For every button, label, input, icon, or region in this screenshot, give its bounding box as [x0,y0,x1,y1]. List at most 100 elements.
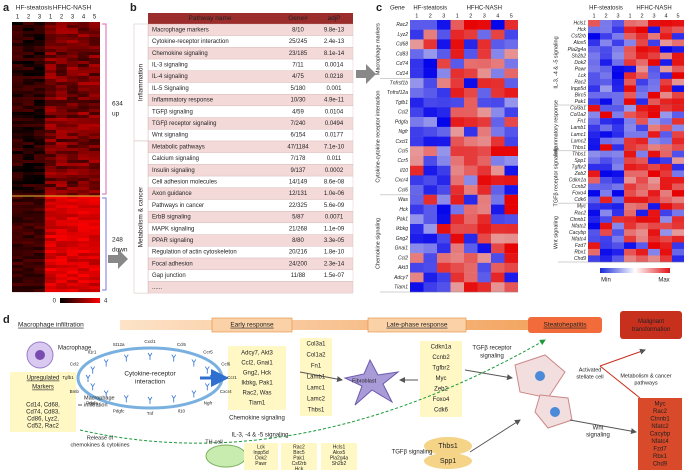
table-cell: 0.0002 [325,168,344,174]
heatmap-cell [34,169,45,173]
heatmap-cell [78,109,89,113]
receptor [90,366,96,374]
table-cell: 10/30 [290,98,306,104]
heatmap-cell [67,160,78,164]
gene-label: Gng2 [396,236,408,242]
heatmap-cell [588,46,600,53]
gene-label: Dok2 [574,60,586,66]
heatmap-cell [588,150,600,158]
heatmap-cell [636,216,648,223]
heatmap-cell [23,184,34,188]
heatmap-cell [89,283,100,287]
gene-label: Alox5 [572,40,586,46]
heatmap-cell [12,76,23,80]
heatmap-cell [423,78,437,89]
gene-label: Hcls1 [573,21,586,27]
heatmap-cell [89,58,100,62]
heatmap-cell [23,49,34,53]
label: 4 [104,299,108,305]
heatmap-cell [23,178,34,182]
heatmap-cell [410,97,424,108]
heatmap-cell [23,187,34,191]
table-cell: 0.0071 [325,215,344,221]
heatmap-cell [636,176,648,184]
heatmap-cell [504,262,518,273]
heatmap-cell [464,243,478,254]
heatmap-cell [450,165,464,176]
heatmap-cell [34,136,45,140]
heatmap-cell [34,88,45,92]
heatmap-cell [45,169,56,173]
heatmap-cell [89,28,100,32]
heatmap-cell [612,72,624,80]
gene-label: Cxcr4 [220,389,232,394]
heatmap-cell [56,280,67,284]
section-label: Inflammation [138,64,145,102]
heatmap-cell [660,157,672,165]
heatmap-cell [89,262,100,266]
gene-label: Tnf [147,411,154,416]
heatmap-cell [12,217,23,221]
gene-label: Thbs1 [572,145,586,151]
heatmap-cell [504,97,518,108]
column-label: 2 [60,15,64,21]
heatmap-cell [23,163,34,167]
heatmap-cell [56,37,67,41]
heatmap-cell [78,205,89,209]
heatmap-cell [78,190,89,194]
gene-box [638,398,682,470]
table-cell: 0.0104 [325,109,344,115]
heatmap-cell [672,105,684,112]
heatmap-cell [78,61,89,65]
heatmap-cell [89,193,100,197]
heatmap-cell [504,175,518,186]
heatmap-cell [23,58,34,62]
heatmap-cell [78,283,89,287]
heatmap-cell [23,94,34,98]
heatmap-cell [464,224,478,234]
heatmap-cell [45,166,56,170]
heatmap-cell [78,220,89,224]
table-cell: 8/10 [292,27,304,33]
gene-label: Rac2 [574,79,586,85]
heatmap-cell [624,209,636,217]
heatmap-cell [450,253,464,264]
heatmap-cell [624,118,636,125]
heatmap-cell [648,222,660,230]
column-label: 2 [469,13,472,19]
heatmap-cell [12,139,23,143]
heatmap-cell [78,181,89,185]
heatmap-cell [34,85,45,89]
heatmap-cell [12,154,23,158]
heatmap-cell [477,126,491,137]
heatmap-cell [464,146,478,157]
heatmap-cell [45,112,56,116]
heatmap-cell [636,150,648,158]
gene-label: Akt3 [397,265,408,271]
heatmap-cell [56,277,67,281]
heatmap-cell [23,139,34,143]
gene-label: Lamc1 [571,132,586,138]
heatmap-cell [491,185,505,196]
heatmap-cell [477,29,491,40]
heatmap-cell [410,214,424,225]
heatmap-cell [491,88,505,98]
label: 248 [112,237,123,244]
heatmap-cell [600,124,612,132]
heatmap-cell [648,163,660,171]
heatmap-cell [660,39,672,47]
heatmap-cell [34,28,45,32]
heatmap-cell [45,109,56,113]
heatmap-cell [672,150,684,158]
heatmap-cell [67,82,78,86]
table-cell: 1.1e-09 [324,226,345,232]
heatmap-cell [612,144,624,152]
heatmap-cell [56,286,67,290]
heatmap-cell [89,130,100,134]
table-cell: 8.6e-08 [324,180,345,186]
heatmap-cell [78,163,89,167]
heatmap-cell [450,204,464,215]
heatmap-cell [89,112,100,116]
heatmap-cell [624,150,636,158]
heatmap-cell [89,286,100,290]
